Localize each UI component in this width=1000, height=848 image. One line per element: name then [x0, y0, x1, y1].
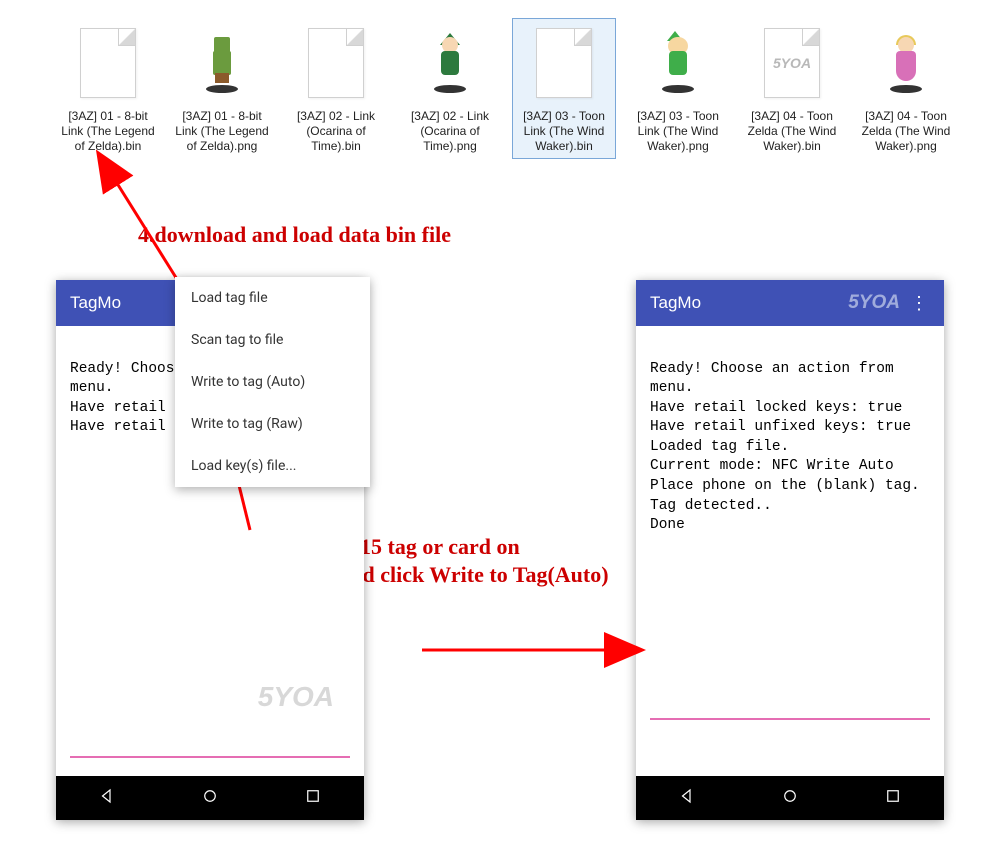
divider-right	[650, 718, 930, 720]
file-label: [3AZ] 03 - Toon Link (The Wind Waker).bi…	[515, 109, 613, 154]
file-label: [3AZ] 04 - Toon Zelda (The Wind Waker).p…	[857, 109, 955, 154]
file-label: [3AZ] 01 - 8-bit Link (The Legend of Zel…	[59, 109, 157, 154]
phone-right-text: Ready! Choose an action from menu. Have …	[650, 361, 920, 534]
app-title-right: TagMo	[650, 293, 701, 313]
phone-right-body: Ready! Choose an action from menu. Have …	[636, 326, 944, 776]
phone-right: TagMo 5YOA ⋮ Ready! Choose an action fro…	[636, 280, 944, 820]
file-item[interactable]: [3AZ] 02 - Link (Ocarina of Time).bin	[284, 18, 388, 159]
file-explorer-row: [3AZ] 01 - 8-bit Link (The Legend of Zel…	[56, 18, 958, 159]
app-title-left: TagMo	[70, 293, 121, 313]
nav-back-icon[interactable]	[678, 787, 696, 810]
document-icon	[292, 23, 380, 103]
appbar-right: TagMo 5YOA ⋮	[636, 280, 944, 326]
image-thumbnail	[178, 23, 266, 103]
file-item[interactable]: [3AZ] 02 - Link (Ocarina of Time).png	[398, 18, 502, 159]
divider-left	[70, 756, 350, 758]
file-item[interactable]: [3AZ] 03 - Toon Link (The Wind Waker).bi…	[512, 18, 616, 159]
document-icon	[520, 23, 608, 103]
file-label: [3AZ] 04 - Toon Zelda (The Wind Waker).b…	[743, 109, 841, 154]
context-menu: Load tag fileScan tag to fileWrite to ta…	[175, 277, 370, 487]
menu-item[interactable]: Write to tag (Raw)	[175, 403, 370, 445]
nav-recent-icon[interactable]	[304, 787, 322, 810]
phone-left-text: Ready! Choose menu. Have retail l Have r…	[70, 361, 183, 436]
file-item[interactable]: [3AZ] 01 - 8-bit Link (The Legend of Zel…	[170, 18, 274, 159]
android-navbar-right	[636, 776, 944, 820]
file-label: [3AZ] 01 - 8-bit Link (The Legend of Zel…	[173, 109, 271, 154]
file-item[interactable]: 5YOA [3AZ] 04 - Toon Zelda (The Wind Wake…	[740, 18, 844, 159]
image-thumbnail	[862, 23, 950, 103]
menu-item[interactable]: Load tag file	[175, 277, 370, 319]
nav-home-icon[interactable]	[781, 787, 799, 810]
image-thumbnail	[406, 23, 494, 103]
document-icon	[64, 23, 152, 103]
menu-item[interactable]: Load key(s) file...	[175, 445, 370, 487]
file-item[interactable]: [3AZ] 04 - Toon Zelda (The Wind Waker).p…	[854, 18, 958, 159]
overflow-icon[interactable]: ⋮	[910, 293, 930, 314]
document-icon: 5YOA	[748, 23, 836, 103]
menu-item[interactable]: Write to tag (Auto)	[175, 361, 370, 403]
menu-item[interactable]: Scan tag to file	[175, 319, 370, 361]
file-item[interactable]: [3AZ] 03 - Toon Link (The Wind Waker).pn…	[626, 18, 730, 159]
watermark-left: 5YOA	[258, 678, 334, 716]
annotation-step4: 4.download and load data bin file	[138, 222, 451, 248]
file-label: [3AZ] 02 - Link (Ocarina of Time).bin	[287, 109, 385, 154]
image-thumbnail	[634, 23, 722, 103]
nav-home-icon[interactable]	[201, 787, 219, 810]
nav-recent-icon[interactable]	[884, 787, 902, 810]
android-navbar-left	[56, 776, 364, 820]
nav-back-icon[interactable]	[98, 787, 116, 810]
watermark-right-bar: 5YOA	[848, 292, 900, 314]
file-label: [3AZ] 02 - Link (Ocarina of Time).png	[401, 109, 499, 154]
file-label: [3AZ] 03 - Toon Link (The Wind Waker).pn…	[629, 109, 727, 154]
file-item[interactable]: [3AZ] 01 - 8-bit Link (The Legend of Zel…	[56, 18, 160, 159]
